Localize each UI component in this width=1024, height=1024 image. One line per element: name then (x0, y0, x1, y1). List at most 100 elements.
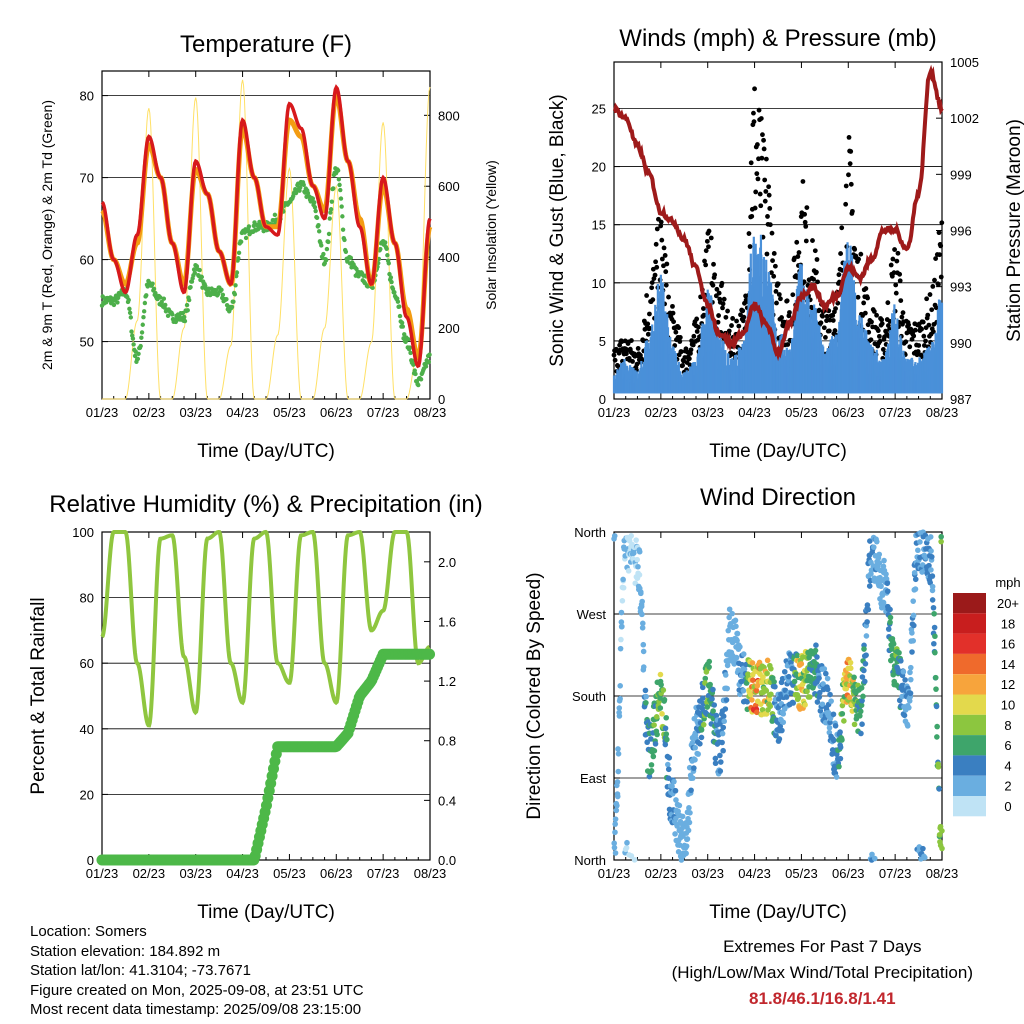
point-direction (643, 700, 649, 706)
point-dewpoint (115, 300, 120, 305)
x-tick-label: 04/23 (738, 866, 771, 881)
point-direction (654, 731, 660, 738)
point-direction (732, 617, 739, 624)
point-direction (729, 610, 735, 617)
point-direction (719, 739, 725, 746)
point-dewpoint (427, 352, 432, 357)
point-dewpoint (186, 297, 192, 303)
point-direction (692, 744, 698, 751)
point-dewpoint (416, 382, 421, 388)
point-direction (938, 538, 944, 545)
point-gust (833, 306, 838, 312)
x-tick-label: 01/23 (598, 405, 631, 420)
point-dewpoint (153, 290, 158, 296)
y-axis-label: Sonic Wind & Gust (Blue, Black) (547, 94, 568, 366)
x-axis-label: Time (Day/UTC) (197, 902, 335, 923)
point-gust (839, 225, 845, 231)
point-direction (643, 693, 649, 700)
point-direction (673, 815, 679, 822)
point-direction (932, 633, 938, 640)
point-direction (901, 712, 908, 719)
point-direction (657, 695, 663, 701)
point-gust (766, 192, 772, 198)
point-gust (753, 189, 759, 195)
point-direction (707, 681, 713, 688)
point-gust (746, 231, 752, 236)
point-gust (754, 142, 760, 147)
point-gust (659, 256, 665, 262)
legend-swatch (953, 653, 986, 675)
info-elevation: Station elevation: 184.892 m (30, 942, 221, 960)
point-gust (730, 316, 736, 321)
point-dewpoint (327, 216, 332, 221)
point-gust (926, 322, 932, 328)
point-direction (720, 713, 727, 720)
y2-tick-label: 990 (950, 336, 972, 351)
point-direction (827, 691, 833, 698)
point-direction (615, 768, 622, 775)
point-direction (833, 774, 840, 780)
point-direction (663, 714, 670, 721)
point-dewpoint (139, 335, 144, 340)
point-direction (780, 719, 787, 726)
point-direction (806, 694, 813, 700)
point-gust (763, 189, 769, 194)
point-dewpoint (406, 337, 411, 342)
point-dewpoint (316, 222, 321, 228)
point-dewpoint (378, 246, 383, 252)
x-tick-label: 02/23 (133, 405, 166, 420)
point-dewpoint (161, 296, 167, 301)
point-gust (659, 237, 665, 243)
point-direction (780, 711, 787, 717)
point-direction (711, 702, 718, 708)
point-gust (932, 277, 937, 283)
point-direction (753, 709, 760, 716)
point-gust (814, 257, 820, 262)
point-direction (636, 572, 643, 578)
point-gust (879, 321, 885, 327)
point-gust (687, 362, 693, 368)
point-direction (611, 840, 617, 847)
point-gust (803, 223, 809, 229)
point-gust (734, 318, 739, 324)
point-gust (815, 279, 820, 285)
point-gust (916, 343, 922, 348)
x-tick-label: 03/23 (179, 866, 212, 881)
point-direction (709, 696, 715, 702)
point-gust (907, 344, 913, 350)
point-direction (740, 651, 747, 657)
point-direction (929, 573, 936, 579)
point-gust (816, 307, 822, 313)
point-direction (639, 624, 646, 631)
point-gust (647, 311, 652, 317)
y-tick-label: 60 (80, 253, 94, 268)
point-direction (611, 844, 618, 851)
point-dewpoint (234, 270, 240, 275)
point-gust (897, 278, 903, 284)
point-direction (812, 647, 819, 654)
series-pressure (612, 64, 944, 362)
point-direction (686, 805, 692, 811)
point-direction (612, 816, 619, 822)
point-direction (704, 704, 711, 710)
legend-swatch (953, 775, 986, 796)
point-gust (911, 333, 917, 339)
x-tick-label: 07/23 (367, 405, 400, 420)
point-direction (890, 671, 897, 678)
point-dewpoint (316, 229, 322, 234)
point-direction (764, 670, 770, 677)
point-dewpoint (129, 329, 134, 334)
point-direction (896, 649, 902, 656)
point-gust (920, 319, 926, 325)
point-gust (612, 357, 618, 363)
point-direction (636, 548, 643, 555)
point-direction (851, 674, 857, 681)
point-direction (638, 603, 645, 610)
point-gust (747, 244, 753, 249)
point-gust (814, 269, 819, 275)
point-direction (932, 649, 938, 656)
point-direction (689, 740, 696, 746)
y-axis-label: Direction (Colored By Speed) (524, 572, 545, 819)
legend-label: 20+ (997, 596, 1019, 611)
